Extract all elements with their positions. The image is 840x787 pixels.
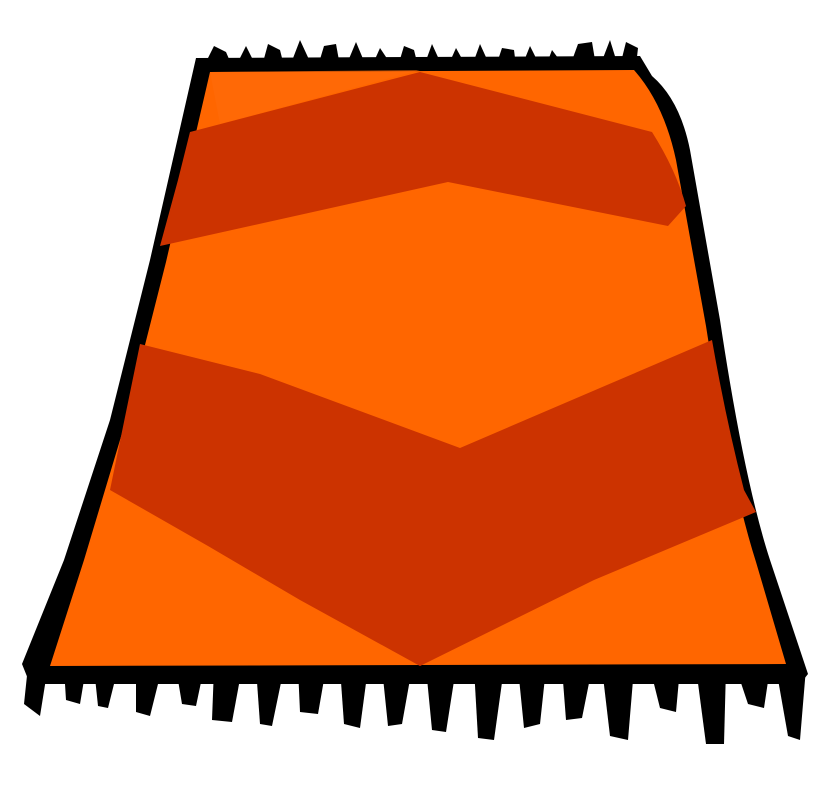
bottom-fringe-tassel — [696, 668, 726, 744]
rug-dark-band-upper — [160, 72, 686, 246]
rug-light-wedge — [210, 70, 420, 124]
bottom-fringe-tassel — [602, 668, 634, 740]
bottom-fringe-tassel — [776, 668, 806, 740]
rug-dark-band-lower — [110, 340, 756, 666]
bottom-fringe-tassel — [474, 668, 504, 740]
